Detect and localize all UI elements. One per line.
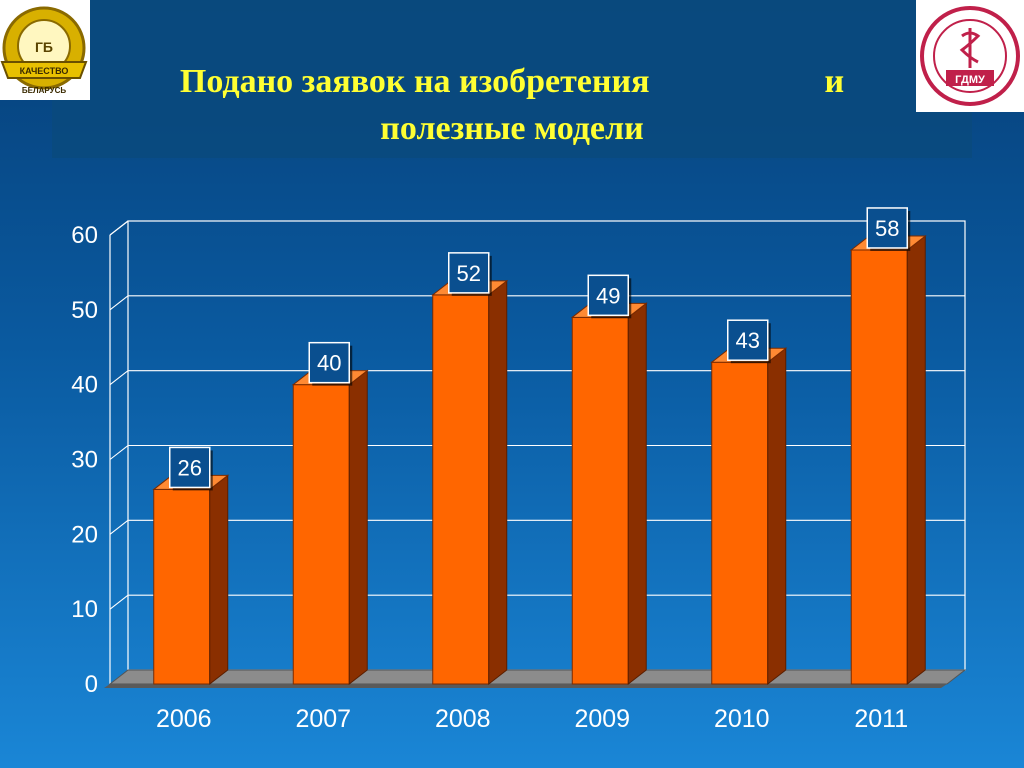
gridline-side [109, 295, 129, 311]
data-label-box [308, 341, 350, 384]
y-tick-label: 20 [71, 521, 98, 548]
gridline-side [109, 519, 129, 535]
bar [850, 249, 908, 685]
bar-side [627, 302, 647, 686]
bar-side [906, 234, 926, 686]
title-line-2: полезные модели [380, 110, 644, 147]
bar-side [348, 369, 368, 686]
x-category-label: 2010 [714, 705, 770, 733]
bar [711, 361, 769, 685]
bar-group: 26 [152, 446, 230, 686]
university-seal-logo: ГДМУ [916, 0, 1024, 112]
y-tick-label: 30 [71, 447, 98, 474]
y-tick-label: 60 [71, 222, 98, 249]
title-band [52, 0, 972, 158]
x-category-label: 2008 [435, 705, 491, 733]
government-prize-logo: ГБ КАЧЕСТВО БЕЛАРУСЬ [0, 0, 90, 100]
y-tick-label: 10 [71, 596, 98, 623]
floor-top [108, 669, 967, 685]
title-tail: и [824, 63, 845, 100]
bar-group: 58 [849, 207, 927, 686]
svg-text:КАЧЕСТВО: КАЧЕСТВО [20, 66, 69, 76]
bar-group: 43 [710, 319, 788, 686]
gridline-side [109, 220, 129, 236]
bar-group: 49 [570, 274, 648, 686]
slide-title: Подано заявок на изобретения и полезные м… [52, 58, 972, 152]
bar-group: 40 [291, 341, 369, 686]
bar [432, 294, 490, 685]
svg-text:ГДМУ: ГДМУ [955, 74, 985, 86]
x-axis-labels: 2006 2007 2008 2009 2010 2011 [156, 705, 908, 733]
data-label-box [727, 319, 769, 361]
data-label-box [587, 274, 629, 317]
data-label: 40 [317, 351, 341, 376]
bar [292, 384, 350, 685]
y-tick-label: 50 [71, 297, 98, 324]
data-label: 58 [875, 216, 899, 241]
data-label-box [169, 446, 211, 489]
data-label: 52 [457, 261, 481, 286]
data-label: 49 [596, 283, 620, 308]
data-label-box [866, 207, 908, 249]
bar-side [767, 347, 787, 686]
title-line-1: Подано заявок на изобретения [179, 63, 650, 100]
chart-back-wall [109, 220, 966, 684]
bars: 26 40 52 49 43 58 [152, 207, 927, 686]
gridline-side [109, 370, 129, 386]
svg-text:ГБ: ГБ [35, 39, 53, 55]
x-category-label: 2006 [156, 705, 212, 733]
data-label: 26 [178, 455, 202, 480]
bar-group: 52 [431, 252, 509, 686]
bar [153, 488, 211, 685]
x-category-label: 2009 [574, 705, 630, 733]
chart-floor [104, 669, 967, 688]
gridline-side [109, 445, 129, 460]
bar-side [209, 474, 229, 686]
y-tick-label: 40 [71, 372, 98, 399]
y-tick-label: 0 [85, 671, 98, 698]
bar-side [488, 279, 508, 686]
gridline-side [109, 594, 129, 610]
floor-edge [104, 684, 947, 688]
y-axis-ticks: 0 10 20 30 40 50 60 [71, 222, 98, 698]
x-category-label: 2011 [854, 705, 908, 733]
svg-text:БЕЛАРУСЬ: БЕЛАРУСЬ [22, 86, 66, 95]
x-category-label: 2007 [295, 705, 351, 733]
data-label-box [448, 252, 490, 294]
data-label: 43 [736, 328, 760, 353]
bar [571, 316, 629, 685]
gridlines [109, 220, 965, 610]
